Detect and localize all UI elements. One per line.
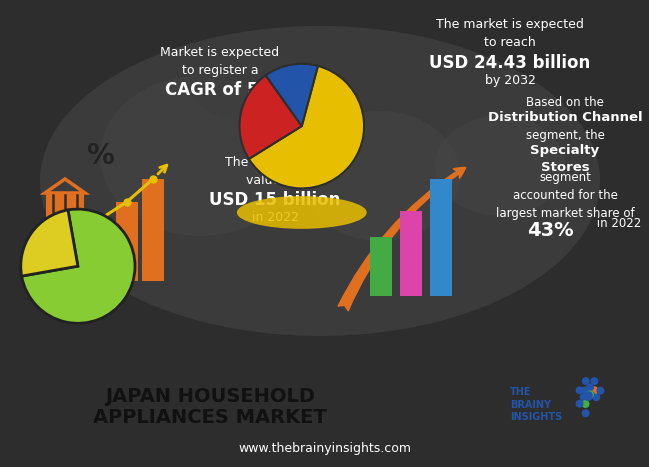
Bar bbox=[90, 219, 112, 281]
Circle shape bbox=[582, 409, 589, 417]
Bar bbox=[430, 179, 452, 296]
Text: 43%: 43% bbox=[527, 221, 573, 240]
Text: The market is expected
to reach: The market is expected to reach bbox=[436, 18, 584, 49]
Circle shape bbox=[591, 386, 598, 394]
Circle shape bbox=[587, 391, 595, 399]
Circle shape bbox=[586, 383, 594, 391]
Ellipse shape bbox=[100, 76, 300, 236]
Text: Distribution Channel: Distribution Channel bbox=[487, 111, 643, 124]
Circle shape bbox=[593, 393, 600, 401]
Text: in 2022: in 2022 bbox=[593, 217, 641, 230]
Circle shape bbox=[582, 386, 589, 394]
Text: USD 15 billion: USD 15 billion bbox=[210, 191, 341, 209]
Wedge shape bbox=[249, 66, 364, 188]
Bar bbox=[47, 195, 83, 219]
Wedge shape bbox=[239, 75, 302, 159]
Circle shape bbox=[582, 377, 590, 385]
Circle shape bbox=[576, 386, 583, 394]
Circle shape bbox=[586, 390, 594, 398]
Text: THE
BRAINY
INSIGHTS: THE BRAINY INSIGHTS bbox=[510, 387, 562, 422]
Circle shape bbox=[585, 391, 593, 399]
Circle shape bbox=[596, 387, 604, 395]
Bar bbox=[142, 179, 164, 281]
Text: Market is expected
to register a: Market is expected to register a bbox=[160, 46, 280, 77]
Bar bbox=[38, 248, 60, 281]
Text: JAPAN HOUSEHOLD: JAPAN HOUSEHOLD bbox=[105, 387, 315, 406]
Text: CAGR of 5%: CAGR of 5% bbox=[165, 81, 275, 99]
Circle shape bbox=[584, 393, 592, 401]
Text: %: % bbox=[86, 142, 114, 170]
Ellipse shape bbox=[237, 196, 367, 229]
Text: The market was
valued at: The market was valued at bbox=[225, 156, 325, 187]
Text: segment
accounted for the
largest market share of: segment accounted for the largest market… bbox=[496, 171, 634, 220]
Ellipse shape bbox=[40, 26, 600, 336]
Text: Specialty
Stores: Specialty Stores bbox=[530, 144, 600, 174]
Bar bbox=[370, 237, 392, 296]
Text: APPLIANCES MARKET: APPLIANCES MARKET bbox=[93, 408, 327, 427]
Text: Based on the: Based on the bbox=[526, 96, 604, 109]
Bar bbox=[116, 202, 138, 281]
Ellipse shape bbox=[435, 116, 565, 216]
Ellipse shape bbox=[190, 51, 310, 121]
Wedge shape bbox=[21, 210, 78, 276]
Circle shape bbox=[591, 377, 598, 385]
Ellipse shape bbox=[300, 111, 460, 241]
Wedge shape bbox=[21, 209, 135, 323]
Circle shape bbox=[582, 400, 589, 408]
Bar bbox=[64, 231, 86, 281]
Circle shape bbox=[576, 400, 583, 408]
Text: www.thebrainyinsights.com: www.thebrainyinsights.com bbox=[238, 442, 411, 455]
Bar bbox=[400, 212, 422, 296]
Text: in 2022: in 2022 bbox=[252, 211, 299, 224]
Text: by 2032: by 2032 bbox=[485, 74, 535, 87]
Wedge shape bbox=[265, 64, 318, 126]
Text: USD 24.43 billion: USD 24.43 billion bbox=[430, 54, 591, 72]
Text: segment, the: segment, the bbox=[526, 129, 604, 142]
Circle shape bbox=[580, 393, 588, 401]
